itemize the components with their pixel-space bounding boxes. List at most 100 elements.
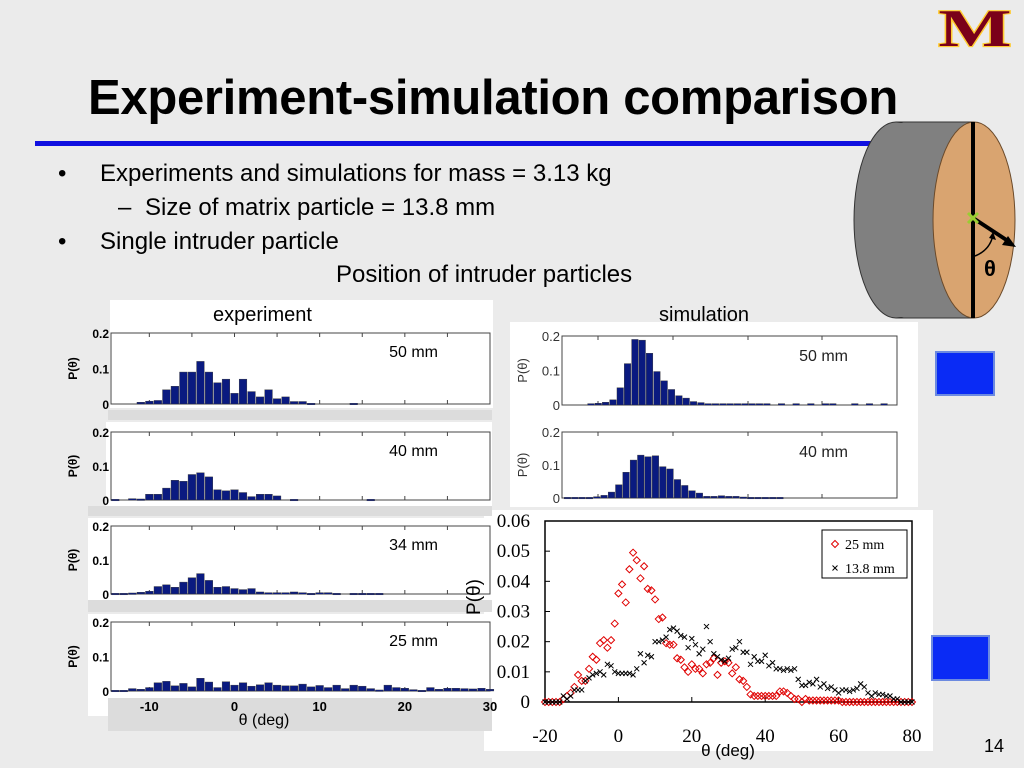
intruder-marker-icon [966, 211, 980, 225]
histogram-bar [725, 496, 733, 499]
histogram-bar [315, 592, 324, 595]
y-tick-label: 0.2 [92, 616, 109, 630]
series-label: 25 mm [389, 633, 438, 650]
histogram-bar [563, 497, 571, 500]
data-point-x [872, 690, 879, 696]
data-point-diamond [805, 696, 814, 705]
x-tick-label: 0 [614, 726, 624, 747]
data-point-x [674, 628, 680, 634]
plot-frame [561, 335, 898, 406]
data-point-x [703, 623, 710, 630]
data-point-x [769, 659, 776, 666]
data-point-diamond [628, 548, 638, 557]
data-point-x [806, 679, 813, 686]
legend: 25 mm 13.8 mm [821, 529, 908, 579]
histogram-bar [710, 496, 718, 499]
data-point-x [641, 659, 647, 666]
histogram-bar [332, 684, 341, 692]
data-point-x [556, 699, 563, 705]
histogram-bar [128, 592, 137, 595]
data-point-diamond [760, 691, 770, 701]
data-point-x [707, 638, 714, 645]
histogram-bar [477, 688, 486, 692]
histogram-bar [726, 403, 734, 406]
data-point-x [747, 661, 754, 668]
data-point-diamond [705, 658, 715, 667]
data-point-x [850, 687, 857, 693]
data-point-diamond [753, 691, 763, 701]
data-point-x [666, 626, 673, 633]
histogram-bar [256, 494, 265, 501]
bullet-marker: • [58, 228, 67, 255]
experiment-label: experiment [213, 304, 312, 326]
histogram-bar [281, 592, 290, 595]
histogram-bar [162, 487, 171, 501]
histogram-bar [307, 403, 316, 405]
data-point-x [788, 667, 794, 674]
data-point-x [699, 646, 706, 653]
data-point-x [626, 670, 633, 677]
data-point-diamond [738, 676, 748, 686]
y-tick-label: 0.04 [497, 571, 531, 592]
histogram-bar [145, 591, 154, 595]
histogram-bar [238, 589, 248, 595]
data-point-diamond [749, 691, 759, 701]
data-point-diamond [610, 619, 619, 628]
histogram-bar [571, 497, 579, 500]
x-tick-label: -10 [140, 699, 159, 714]
bullet-marker: – [118, 194, 132, 221]
data-point-x [725, 655, 732, 662]
data-point-diamond [665, 640, 674, 649]
histogram-bar [128, 498, 137, 501]
theta-label: θ [984, 256, 996, 281]
data-point-x [644, 652, 651, 659]
histogram-bar [578, 497, 586, 500]
blue-square [935, 351, 995, 396]
series-label: 50 mm [799, 348, 848, 365]
histogram-bar [732, 496, 740, 499]
data-point-x [681, 634, 688, 640]
data-point-x [685, 644, 691, 651]
histogram-simulation: 0.2 0.1 0 P(θ) 50 mm [515, 329, 898, 413]
x-axis-label: θ (deg) [239, 712, 290, 729]
histogram-bar [615, 484, 623, 499]
histogram-bar [349, 403, 358, 405]
histogram-bar [622, 472, 630, 499]
data-point-diamond [878, 697, 887, 707]
data-point-diamond [617, 580, 627, 589]
legend-box [821, 529, 908, 579]
histogram-bar [594, 403, 602, 406]
data-point-diamond [871, 697, 880, 707]
data-point-diamond [687, 660, 697, 669]
histogram-bar [128, 688, 137, 692]
histogram-bar [681, 485, 689, 499]
data-point-x [777, 665, 783, 672]
histogram-bar [358, 593, 367, 596]
y-axis-label: P(θ) [66, 357, 80, 379]
histogram-bar [366, 593, 375, 596]
data-point-x [604, 661, 611, 668]
y-axis-label: P(θ) [464, 579, 485, 615]
histogram-bar [719, 403, 727, 406]
histogram-bar [290, 685, 299, 692]
histogram-bar [668, 389, 676, 406]
page-number: 14 [983, 736, 1004, 756]
histogram-bar [704, 403, 712, 406]
histogram-bar [754, 497, 762, 500]
data-point-diamond [654, 614, 663, 624]
histogram-bar [187, 474, 196, 501]
y-axis-label: P(θ) [515, 358, 530, 383]
histogram-bar [213, 687, 222, 692]
data-point-diamond [849, 697, 858, 707]
data-point-diamond [573, 670, 583, 680]
separator-band [108, 698, 492, 731]
histogram-bar [400, 688, 409, 692]
histogram-bar [375, 593, 384, 596]
data-point-x [567, 693, 574, 699]
y-tick-label: 0 [553, 398, 560, 413]
histogram-bar [221, 586, 231, 595]
histogram-bar [153, 682, 162, 692]
data-point-diamond [658, 613, 667, 622]
data-point-x [824, 685, 831, 692]
